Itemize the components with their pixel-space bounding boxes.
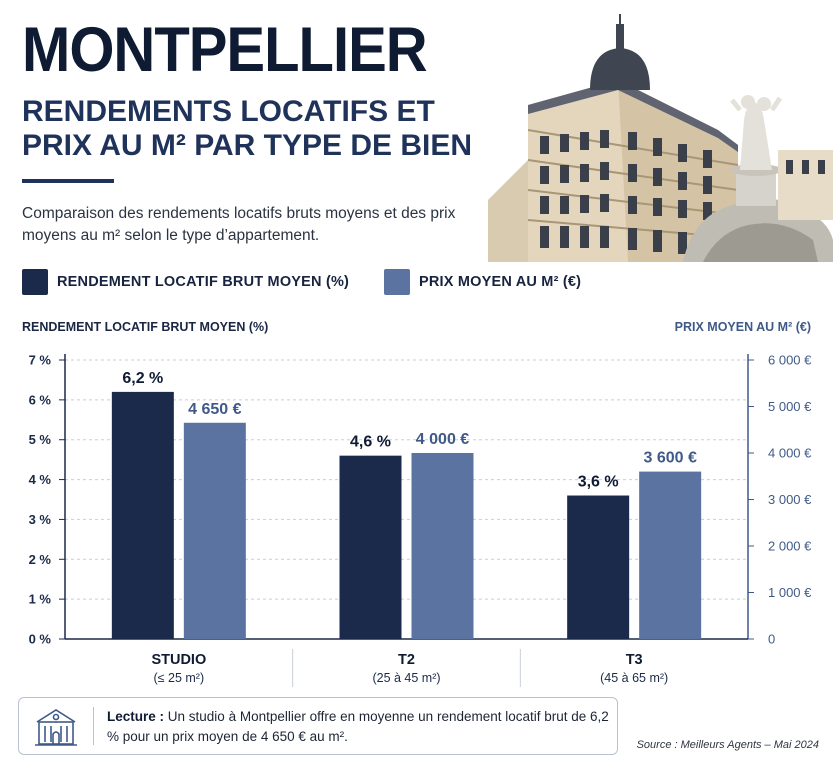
left-tick-label: 2 % bbox=[29, 552, 52, 567]
category-label: T3 bbox=[626, 652, 643, 668]
category-sublabel: (≤ 25 m²) bbox=[154, 671, 205, 685]
bar-yield bbox=[567, 495, 630, 639]
left-tick-label: 6 % bbox=[29, 392, 52, 407]
chart-legend: RENDEMENT LOCATIF BRUT MOYEN (%) PRIX MO… bbox=[22, 268, 802, 296]
building-icon bbox=[35, 709, 77, 746]
right-tick-label: 3 000 € bbox=[768, 492, 812, 507]
left-tick-label: 1 % bbox=[29, 592, 52, 607]
note-text: Lecture : Un studio à Montpellier offre … bbox=[107, 707, 612, 747]
category-sublabel: (25 à 45 m²) bbox=[372, 671, 440, 685]
left-tick-label: 0 % bbox=[29, 632, 52, 647]
right-tick-label: 4 000 € bbox=[768, 446, 812, 461]
right-tick-label: 6 000 € bbox=[768, 353, 812, 368]
data-label: 3 600 € bbox=[643, 450, 696, 467]
legend-label-price: PRIX MOYEN AU M² (€) bbox=[419, 274, 582, 290]
note-body: Un studio à Montpellier offre en moyenne… bbox=[107, 709, 609, 744]
note-lead: Lecture : bbox=[107, 709, 165, 724]
page-title: MONTPELLIER bbox=[22, 15, 428, 86]
note-divider bbox=[93, 707, 94, 745]
title-underline bbox=[22, 179, 114, 183]
category-sublabel: (45 à 65 m²) bbox=[600, 671, 668, 685]
bar-yield bbox=[339, 455, 402, 639]
data-label: 4,6 % bbox=[350, 434, 391, 451]
right-tick-label: 2 000 € bbox=[768, 539, 812, 554]
data-label: 4 650 € bbox=[188, 401, 241, 418]
legend-swatch-price bbox=[384, 269, 410, 295]
category-label: T2 bbox=[398, 652, 415, 668]
bar-chart: 0 % 1 % 2 % 3 % 4 % 5 % 6 % 7 % 0 1 000 € 2 000 € 3… bbox=[29, 353, 812, 687]
building-illustration bbox=[488, 10, 833, 262]
left-tick-label: 3 % bbox=[29, 512, 52, 527]
reading-note: Lecture : Un studio à Montpellier offre … bbox=[18, 697, 618, 755]
right-axis-title: PRIX MOYEN AU M² (€) bbox=[674, 320, 811, 334]
right-tick-label: 0 bbox=[768, 632, 775, 647]
left-tick-label: 5 % bbox=[29, 432, 52, 447]
source-credit: Source : Meilleurs Agents – Mai 2024 bbox=[636, 739, 819, 751]
legend-item-yield: RENDEMENT LOCATIF BRUT MOYEN (%) bbox=[22, 268, 349, 296]
data-label: 3,6 % bbox=[578, 474, 619, 491]
legend-swatch-yield bbox=[22, 269, 48, 295]
left-tick-label: 4 % bbox=[29, 472, 52, 487]
page-subtitle: RENDEMENTS LOCATIFS ET PRIX AU M² PAR TY… bbox=[22, 95, 473, 162]
category-label: STUDIO bbox=[151, 652, 206, 668]
bar-price bbox=[639, 471, 702, 639]
bar-yield bbox=[111, 391, 174, 639]
bar-price bbox=[411, 453, 474, 639]
bar-price bbox=[183, 422, 246, 639]
legend-item-price: PRIX MOYEN AU M² (€) bbox=[384, 268, 581, 296]
data-label: 6,2 % bbox=[122, 370, 163, 387]
right-tick-label: 5 000 € bbox=[768, 399, 812, 414]
left-tick-label: 7 % bbox=[29, 353, 52, 368]
building-fountain-photo bbox=[488, 10, 833, 262]
data-label: 4 000 € bbox=[416, 431, 469, 448]
right-tick-label: 1 000 € bbox=[768, 585, 812, 600]
left-axis-title: RENDEMENT LOCATIF BRUT MOYEN (%) bbox=[22, 320, 269, 334]
legend-label-yield: RENDEMENT LOCATIF BRUT MOYEN (%) bbox=[57, 274, 350, 290]
page-description: Comparaison des rendements locatifs brut… bbox=[22, 205, 456, 244]
